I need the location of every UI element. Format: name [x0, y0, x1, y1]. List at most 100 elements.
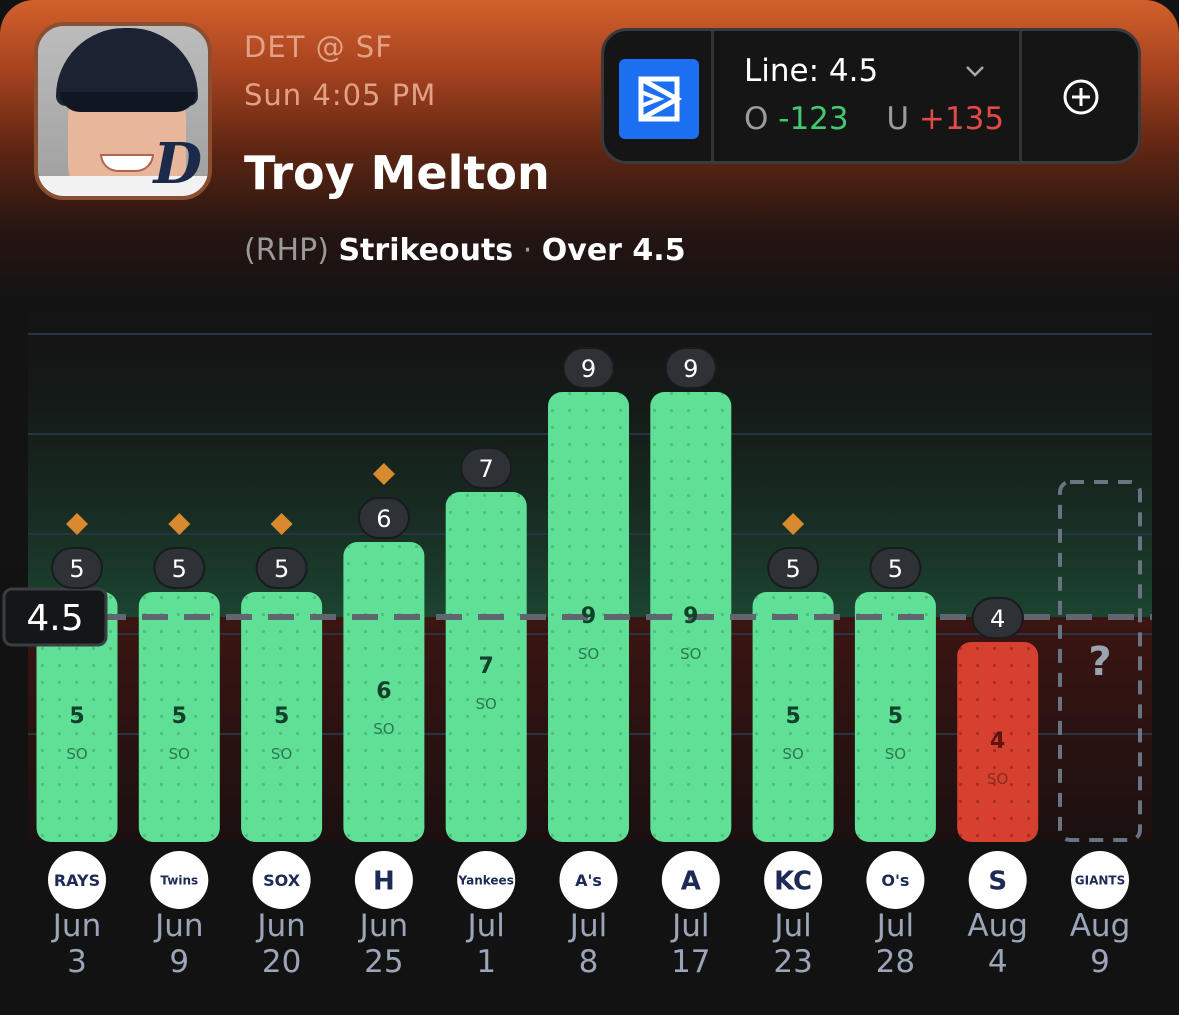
player-avatar: D [34, 22, 212, 200]
date-month-label: Jul [568, 908, 607, 944]
strikeouts-bar-chart: 4.5 5 SO 5 5 SO 5 5 SO 5 6 SO 6 7 SO 7 9 SO 9 9 SO 9 5 SO 5 5 SO 5… [2, 302, 1152, 980]
bar-unit-label: SO [782, 745, 803, 763]
bar-inner-value: 6 [376, 679, 391, 704]
matchup: DET @ SF [244, 30, 393, 64]
bar-value-pill: 6 [357, 497, 410, 539]
bar-value-label: 5 [172, 555, 187, 583]
team-logo-icon: S [968, 851, 1027, 909]
team-logo-text: Twins [160, 873, 198, 887]
bar-inner-value: 7 [479, 654, 494, 679]
odds-row: O -123 U +135 [744, 101, 1004, 137]
team-logo-icon: KC [764, 851, 823, 909]
prop-stat: Strikeouts [338, 233, 514, 268]
prop-line-tag: 4.5 [2, 587, 108, 647]
bar-value-label: 5 [888, 555, 903, 583]
game-time: Sun 4:05 PM [244, 78, 437, 112]
date-day-label: 1 [476, 944, 496, 980]
under-odds: +135 [918, 101, 1005, 137]
date-day-label: 20 [262, 944, 301, 980]
bar-value-label: 5 [69, 555, 84, 583]
team-logo-text: S [988, 866, 1007, 896]
bar-value-pill: 5 [255, 547, 308, 589]
date-month-label: Jun [358, 908, 408, 944]
separator: · [522, 233, 533, 268]
bar-value-label: 9 [683, 355, 698, 383]
under-key: U [886, 101, 910, 137]
bar-unit-label: SO [373, 720, 394, 738]
player-name: Troy Melton [244, 146, 550, 200]
date-day-label: 17 [671, 944, 710, 980]
line-selector: Line: 4.5 O -123 U +135 [601, 28, 1141, 164]
bar-unit-label: SO [476, 695, 497, 713]
bar-texture [548, 392, 629, 842]
bar-texture [445, 492, 527, 842]
bar-inner-value: 5 [69, 704, 84, 729]
add-pick-button[interactable] [1022, 31, 1138, 161]
team-logo-icon: A [661, 851, 720, 909]
prop-pick: Over 4.5 [541, 233, 686, 268]
date-month-label: Aug [967, 908, 1028, 944]
team-logo-icon: GIANTS [1071, 851, 1129, 909]
team-logo-icon: Yankees [457, 851, 516, 909]
team-logo-icon: A's [559, 851, 618, 909]
date-day-label: 8 [579, 944, 599, 980]
bar-value-pill: 5 [51, 547, 103, 589]
date-day-label: 3 [67, 944, 87, 980]
bar-unit-label: SO [987, 770, 1008, 788]
line-label: Line: 4.5 [744, 53, 879, 89]
team-logo-text: Yankees [458, 873, 514, 887]
plus-circle-icon [1063, 79, 1099, 115]
date-month-label: Jul [465, 908, 504, 944]
team-logo-text: A [681, 866, 701, 896]
date-month-label: Jun [51, 908, 101, 944]
bar-value-label: 4 [990, 605, 1005, 633]
team-logo-icon: SOX [252, 851, 311, 909]
player-position: (RHP) [244, 233, 329, 268]
prop-description: (RHP) Strikeouts · Over 4.5 [244, 233, 686, 268]
date-day-label: 9 [1090, 944, 1110, 980]
bar-texture [138, 592, 220, 842]
team-logo-text: RAYS [54, 871, 100, 890]
team-logo-text: SOX [263, 871, 301, 890]
upcoming-game-placeholder [1058, 480, 1142, 842]
date-month-label: Aug [1070, 908, 1131, 944]
date-month-label: Jul [670, 908, 709, 944]
date-month-label: Jun [153, 908, 203, 944]
bar-unit-label: SO [578, 645, 599, 663]
bar-inner-value: 5 [172, 704, 187, 729]
team-logo-icon: O's [866, 851, 925, 909]
date-month-label: Jun [255, 908, 305, 944]
date-day-label: 9 [169, 944, 189, 980]
line-dropdown[interactable]: Line: 4.5 O -123 U +135 [714, 31, 1022, 161]
bar-value-pill: 9 [664, 347, 717, 389]
team-logo-text: A's [575, 871, 602, 890]
bar-value-label: 6 [376, 505, 391, 533]
chevron-down-icon [966, 66, 984, 77]
bar-value-pill: 4 [971, 597, 1024, 639]
bar-inner-value: 5 [274, 704, 289, 729]
date-day-label: 23 [773, 944, 812, 980]
bar-value-label: 5 [274, 555, 289, 583]
bar-texture [854, 592, 936, 842]
over-odds: -123 [778, 101, 849, 137]
bar-value-label: 7 [479, 455, 494, 483]
sportsbook-button[interactable] [604, 31, 714, 161]
bar-texture [957, 642, 1039, 842]
bar-inner-value: 9 [683, 604, 698, 629]
bar-unit-label: SO [169, 745, 190, 763]
prop-line-label: 4.5 [26, 598, 83, 639]
sportsbook-logo-icon [619, 59, 699, 139]
date-month-label: Jul [772, 908, 811, 944]
team-logo-text: O's [881, 871, 909, 890]
bar-value-pill: 5 [767, 547, 820, 589]
date-month-label: Jul [875, 908, 914, 944]
bar-value-pill: 7 [460, 447, 513, 489]
bar-inner-value: 4 [990, 729, 1005, 754]
team-logo-text: KC [774, 866, 812, 896]
team-logo-icon: D [153, 131, 202, 197]
bar-value-pill: 5 [153, 547, 206, 589]
bar-unit-label: SO [680, 645, 701, 663]
diamond-marker-icon [168, 513, 191, 535]
bar-value-pill: 5 [869, 547, 922, 589]
